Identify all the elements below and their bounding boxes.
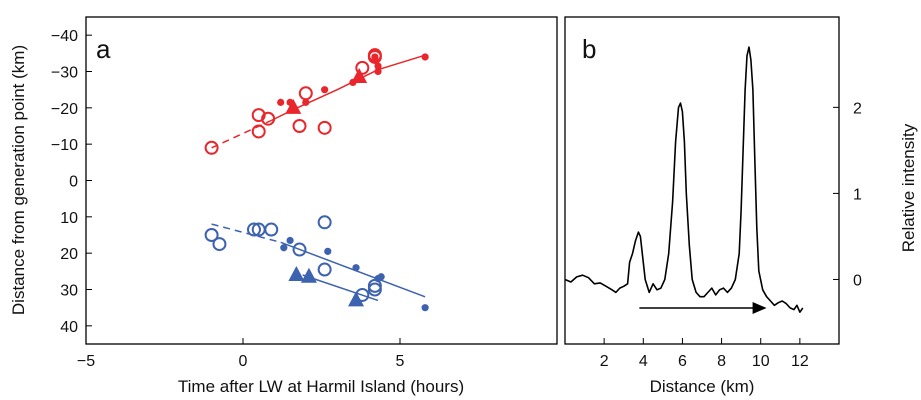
blue-triangle: [300, 267, 317, 283]
b-xtick-label: 2: [600, 353, 609, 370]
blue-open-circle: [317, 215, 332, 230]
panel-b-ylabel: Relative intensity: [899, 123, 918, 252]
panel-a-ticks: −5 0 5 40 30 20 10 0 −10 −20 −30 −40: [51, 28, 405, 370]
a-xtick-label: −5: [77, 353, 95, 370]
direction-arrow-head: [752, 302, 767, 314]
a-ytick-label: −10: [51, 137, 78, 154]
panel-b-frame: [564, 16, 840, 345]
b-xtick-label: 6: [678, 353, 687, 370]
red-filled-dot: [371, 53, 379, 61]
panel-b-letter: b: [582, 34, 596, 64]
red-filled-dot: [302, 98, 310, 106]
blue-fit2-solid: [302, 274, 379, 302]
blue-filled-dot: [377, 273, 385, 281]
red-filled-dot: [321, 86, 329, 94]
red-open-circle: [251, 108, 266, 123]
blue-open-circle: [292, 242, 307, 257]
red-open-circle: [367, 49, 382, 64]
red-open-circle: [261, 111, 276, 126]
blue-filled-dot: [352, 264, 360, 272]
a-xtick-label: 0: [239, 353, 248, 370]
red-filled-dot: [374, 62, 382, 70]
blue-open-circle: [317, 262, 332, 277]
a-xtick-label: 5: [396, 353, 405, 370]
red-triangle: [285, 98, 302, 114]
b-ytick-label: 1: [853, 186, 862, 203]
a-ytick-label: 30: [60, 283, 78, 300]
panel-a-ylabel: Distance from generation point (km): [9, 45, 28, 315]
b-xtick-label: 8: [717, 353, 726, 370]
panel-a-data: [204, 48, 429, 312]
b-ytick-label: 0: [853, 272, 862, 289]
red-fit-dashed: [211, 119, 272, 149]
blue-filled-dot: [324, 247, 332, 255]
red-open-circle: [251, 124, 266, 139]
blue-triangle: [348, 291, 365, 307]
blue-open-circle: [212, 237, 227, 252]
panel-b-data: [564, 46, 804, 314]
b-xtick-label: 10: [752, 353, 770, 370]
a-ytick-label: −20: [51, 101, 78, 118]
a-ytick-label: 0: [69, 174, 78, 191]
blue-filled-dot: [286, 236, 294, 245]
a-ytick-label: 10: [60, 210, 78, 227]
blue-fit-solid: [280, 241, 426, 298]
a-ytick-label: 40: [60, 319, 78, 336]
panel-a-letter: a: [96, 34, 111, 64]
red-open-circle: [204, 140, 219, 155]
panel-b-xlabel: Distance (km): [650, 377, 755, 396]
panel-a-frame: [85, 16, 558, 345]
blue-filled-dot: [421, 304, 429, 312]
a-ytick-label: 20: [60, 246, 78, 263]
b-xtick-label: 4: [639, 353, 648, 370]
panel-a-xlabel: Time after LW at Harmil Island (hours): [178, 377, 464, 396]
red-filled-dot: [421, 53, 429, 61]
red-open-circle: [298, 86, 313, 101]
a-ytick-label: −40: [51, 28, 78, 45]
blue-open-circle: [367, 282, 382, 297]
blue-filled-dot: [280, 244, 288, 252]
red-open-circle: [317, 120, 332, 135]
red-filled-dot: [277, 98, 285, 106]
blue-triangle: [288, 265, 305, 281]
red-filled-dot: [374, 67, 382, 76]
blue-open-circle: [204, 228, 219, 242]
blue-open-circle: [264, 222, 279, 237]
b-ytick-label: 2: [853, 100, 862, 117]
blue-open-circle: [246, 222, 261, 237]
a-ytick-label: −30: [51, 65, 78, 82]
intensity-line: [564, 46, 804, 314]
b-xtick-label: 12: [791, 353, 809, 370]
red-open-circle: [292, 119, 307, 133]
red-triangle: [351, 67, 368, 83]
